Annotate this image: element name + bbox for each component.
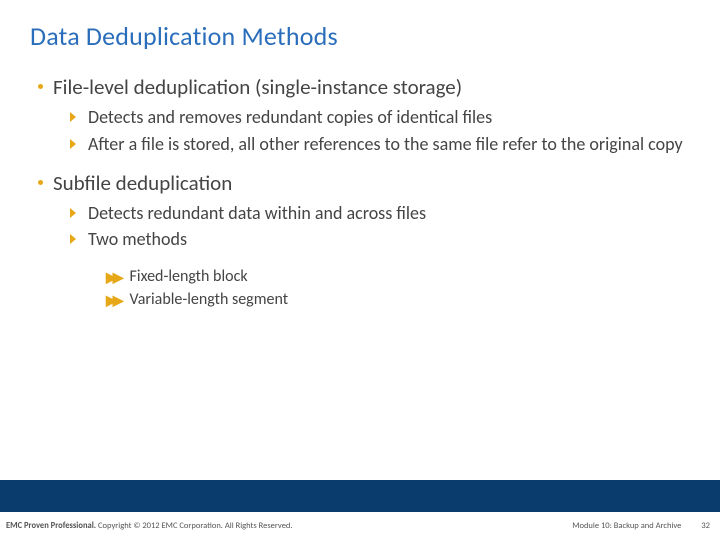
slide-title: Data Deduplication Methods bbox=[30, 20, 690, 52]
triangle-icon bbox=[70, 234, 76, 244]
bullet-heading: File-level deduplication (single-instanc… bbox=[53, 74, 462, 101]
sub-item: Two methods bbox=[70, 227, 690, 251]
sub-list-2: Detects redundant data within and across… bbox=[70, 201, 690, 252]
slide-container: Data Deduplication Methods File-level de… bbox=[0, 0, 720, 540]
footer-module: Module 10: Backup and Archive bbox=[572, 521, 681, 531]
subsub-item: ▶▶ Fixed-length block bbox=[106, 266, 690, 288]
footer-copyright: EMC Proven Professional. Copyright © 201… bbox=[6, 521, 293, 531]
bullet-subfile: Subfile deduplication bbox=[38, 170, 690, 197]
footer-right: Module 10: Backup and Archive 32 bbox=[572, 521, 710, 531]
sub-text: After a file is stored, all other refere… bbox=[88, 132, 683, 156]
subsub-text: Fixed-length block bbox=[130, 266, 248, 288]
double-arrow-icon: ▶▶ bbox=[106, 292, 120, 309]
sub-item: Detects redundant data within and across… bbox=[70, 201, 690, 225]
sub-text: Detects redundant data within and across… bbox=[88, 201, 426, 225]
footer-brand: EMC Proven Professional. bbox=[6, 521, 96, 531]
sub-item: After a file is stored, all other refere… bbox=[70, 132, 690, 156]
page-number: 32 bbox=[701, 521, 710, 531]
bullet-heading: Subfile deduplication bbox=[53, 170, 232, 197]
triangle-icon bbox=[70, 139, 76, 149]
footer: EMC Proven Professional. Copyright © 201… bbox=[0, 512, 720, 540]
sub-item: Detects and removes redundant copies of … bbox=[70, 105, 690, 129]
footer-bar bbox=[0, 480, 720, 512]
triangle-icon bbox=[70, 112, 76, 122]
dot-icon bbox=[38, 180, 43, 185]
sub-text: Detects and removes redundant copies of … bbox=[88, 105, 492, 129]
dot-icon bbox=[38, 84, 43, 89]
subsub-text: Variable-length segment bbox=[130, 289, 289, 311]
double-arrow-icon: ▶▶ bbox=[106, 269, 120, 286]
subsub-item: ▶▶ Variable-length segment bbox=[106, 289, 690, 311]
footer-rest: Copyright © 2012 EMC Corporation. All Ri… bbox=[96, 521, 292, 531]
sub-text: Two methods bbox=[88, 227, 187, 251]
triangle-icon bbox=[70, 208, 76, 218]
bullet-file-level: File-level deduplication (single-instanc… bbox=[38, 74, 690, 101]
sub-list-1: Detects and removes redundant copies of … bbox=[70, 105, 690, 156]
subsub-list: ▶▶ Fixed-length block ▶▶ Variable-length… bbox=[106, 266, 690, 311]
